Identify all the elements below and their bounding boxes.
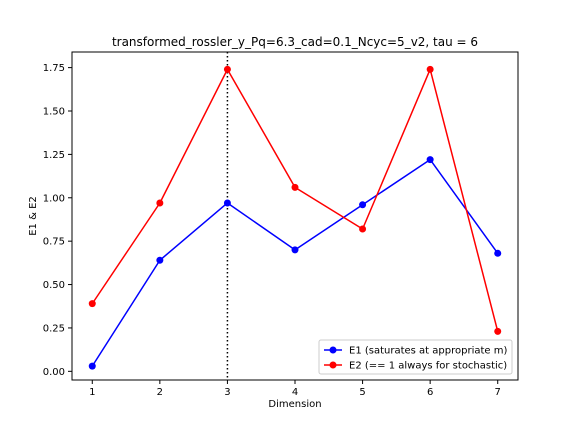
y-tick-label: 1.25 — [43, 150, 65, 161]
data-point-series-1 — [156, 257, 163, 264]
x-tick-label: 3 — [224, 387, 230, 398]
x-tick-label: 5 — [359, 387, 365, 398]
y-tick-label: 0.00 — [43, 367, 65, 378]
x-axis-label: Dimension — [268, 399, 321, 410]
x-tick-label: 1 — [89, 387, 95, 398]
legend: E1 (saturates at appropriate m) E2 (== 1 … — [319, 340, 512, 374]
y-tick-label: 0.75 — [43, 237, 65, 248]
y-axis-label: E1 & E2 — [28, 196, 39, 236]
legend-label-2: E2 (== 1 always for stochastic) — [349, 361, 507, 372]
data-point-series-2 — [89, 300, 96, 307]
y-tick-label: 1.50 — [43, 107, 65, 118]
data-point-series-2 — [427, 66, 434, 73]
legend-marker-1 — [330, 347, 337, 354]
data-point-series-2 — [292, 184, 299, 191]
y-tick-label: 1.00 — [43, 193, 65, 204]
data-point-series-1 — [359, 201, 366, 208]
data-point-series-1 — [427, 156, 434, 163]
y-tick-label: 0.50 — [43, 280, 65, 291]
x-tick-label: 7 — [495, 387, 501, 398]
chart-title: transformed_rossler_y_Pq=6.3_cad=0.1_Ncy… — [112, 35, 478, 49]
x-tick-label: 6 — [427, 387, 433, 398]
y-tick-label: 0.25 — [43, 323, 65, 334]
data-point-series-1 — [292, 246, 299, 253]
data-point-series-2 — [359, 226, 366, 233]
data-point-series-2 — [224, 66, 231, 73]
legend-marker-2 — [330, 362, 337, 369]
legend-label-1: E1 (saturates at appropriate m) — [349, 346, 507, 357]
x-tick-label: 2 — [157, 387, 163, 398]
data-point-series-2 — [156, 199, 163, 206]
data-point-series-1 — [89, 363, 96, 370]
data-point-series-1 — [494, 250, 501, 257]
x-tick-label: 4 — [292, 387, 298, 398]
data-point-series-2 — [494, 328, 501, 335]
y-tick-label: 1.75 — [43, 63, 65, 74]
data-point-series-1 — [224, 199, 231, 206]
